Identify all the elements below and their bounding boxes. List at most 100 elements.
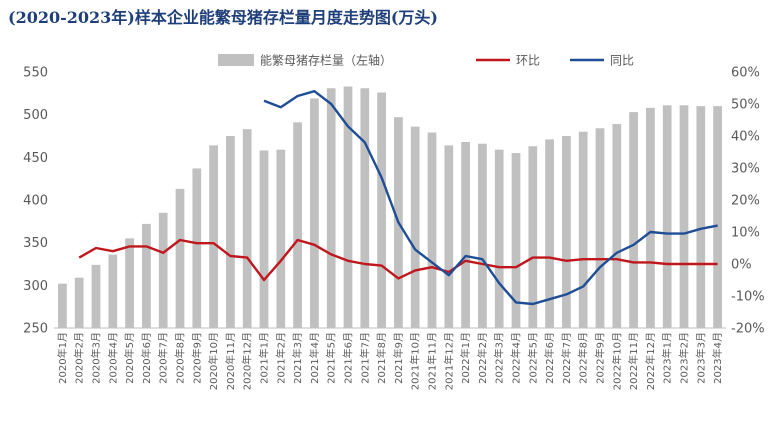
x-tick-label: 2020年7月 (157, 332, 170, 384)
bar-36 (646, 107, 655, 328)
bar-32 (578, 131, 588, 328)
bar-37 (662, 105, 672, 328)
yoy-line (263, 90, 718, 306)
x-tick-label: 2021年4月 (308, 332, 321, 384)
bar-10 (209, 145, 218, 328)
legend: 能繁母猪存栏量（左轴） 环比 同比 (218, 53, 634, 68)
x-tick-label: 2022年5月 (526, 332, 539, 384)
bar-11 (226, 136, 235, 328)
x-tick-label: 2021年9月 (392, 332, 405, 384)
x-tick-label: 2021年12月 (442, 332, 455, 390)
x-tick-label: 2020年4月 (106, 332, 119, 384)
x-tick-label: 2021年5月 (325, 332, 338, 384)
right-tick-label: 0% (731, 258, 752, 273)
bar-25 (461, 141, 470, 328)
bar-30 (545, 139, 554, 328)
x-tick-label: 2022年10月 (610, 332, 623, 390)
x-tick-label: 2021年11月 (426, 332, 439, 390)
x-tick-label: 2023年2月 (678, 332, 691, 384)
left-tick-label: 350 (23, 236, 48, 251)
bar-19 (360, 88, 370, 328)
right-tick-label: 50% (731, 98, 760, 113)
x-tick-label: 2022年2月 (476, 332, 489, 384)
x-tick-label: 2021年1月 (258, 332, 271, 384)
x-tick-label: 2021年3月 (291, 332, 304, 384)
x-tick-label: 2022年1月 (459, 332, 472, 384)
right-tick-label: 10% (731, 226, 760, 241)
bar-1 (58, 283, 67, 328)
bar-16 (310, 98, 319, 328)
x-tick-label: 2023年4月 (711, 332, 724, 384)
x-tick-label: 2020年11月 (224, 332, 237, 390)
legend-swatch-bar (218, 54, 254, 66)
x-tick-label: 2020年2月 (73, 332, 86, 384)
bar-20 (377, 92, 386, 328)
bar-26 (478, 143, 487, 328)
bar-17 (326, 88, 336, 328)
bar-12 (242, 129, 252, 328)
left-tick-label: 550 (23, 66, 48, 81)
bar-22 (410, 126, 420, 328)
bar-33 (595, 128, 605, 328)
bar-40 (713, 106, 722, 328)
left-tick-label: 250 (23, 322, 48, 337)
bar-23 (427, 132, 437, 328)
x-tick-label: 2021年7月 (358, 332, 371, 384)
x-tick-label: 2020年12月 (241, 332, 254, 390)
bar-4 (108, 254, 118, 328)
x-tick-label: 2020年10月 (207, 332, 220, 390)
bar-31 (562, 136, 571, 328)
bar-series (58, 86, 722, 329)
x-tick-label: 2020年6月 (140, 332, 153, 384)
bar-2 (74, 277, 84, 328)
bar-39 (696, 106, 706, 328)
legend-label-bar: 能繁母猪存栏量（左轴） (260, 53, 392, 68)
x-tick-label: 2023年1月 (661, 332, 674, 384)
chart-title: (2020-2023年)样本企业能繁母猪存栏量月度走势图(万头) (8, 8, 438, 27)
right-tick-label: 60% (731, 66, 760, 81)
left-tick-label: 400 (23, 194, 48, 209)
x-tick-label: 2020年8月 (174, 332, 187, 384)
bar-6 (142, 223, 151, 328)
legend-label-mom: 环比 (516, 54, 540, 68)
bar-35 (629, 112, 638, 329)
bar-7 (158, 212, 168, 328)
x-tick-label: 2020年9月 (190, 332, 203, 384)
x-tick-label: 2022年9月 (594, 332, 607, 384)
x-tick-label: 2021年8月 (375, 332, 388, 384)
right-tick-label: -10% (731, 290, 765, 305)
bar-9 (192, 168, 202, 328)
line-series (78, 90, 718, 306)
bar-14 (276, 149, 286, 328)
legend-label-yoy: 同比 (610, 54, 634, 68)
bar-8 (175, 188, 185, 328)
bar-13 (259, 150, 269, 328)
x-tick-label: 2021年6月 (342, 332, 355, 384)
x-tick-label: 2022年6月 (543, 332, 556, 384)
x-axis-ticks: 2020年1月 2020年2月 2020年3月 2020年4月 2020年5月 2020年… (56, 332, 724, 390)
mom-line (78, 238, 718, 282)
x-tick-label: 2022年7月 (560, 332, 573, 384)
left-tick-label: 450 (23, 151, 48, 166)
x-tick-label: 2020年5月 (123, 332, 136, 384)
bar-24 (444, 145, 454, 328)
x-tick-label: 2022年11月 (627, 332, 640, 390)
x-tick-label: 2021年2月 (274, 332, 287, 384)
right-tick-label: 20% (731, 194, 760, 209)
right-tick-label: -20% (731, 322, 765, 337)
bar-18 (343, 86, 353, 328)
bar-3 (91, 264, 101, 328)
x-tick-label: 2022年8月 (577, 332, 590, 384)
bar-38 (679, 105, 689, 328)
right-tick-label: 30% (731, 162, 760, 177)
bar-27 (494, 149, 504, 328)
x-tick-label: 2022年12月 (644, 332, 657, 390)
x-tick-label: 2021年10月 (409, 332, 422, 390)
x-tick-label: 2023年3月 (694, 332, 707, 384)
left-axis-ticks: 250 300 350 400 450 500 550 (23, 66, 48, 337)
right-axis-ticks: -20% -10% 0% 10% 20% 30% 40% 50% 60% (731, 66, 765, 337)
bar-5 (125, 238, 134, 328)
bar-15 (293, 122, 302, 328)
left-tick-label: 300 (23, 279, 48, 294)
